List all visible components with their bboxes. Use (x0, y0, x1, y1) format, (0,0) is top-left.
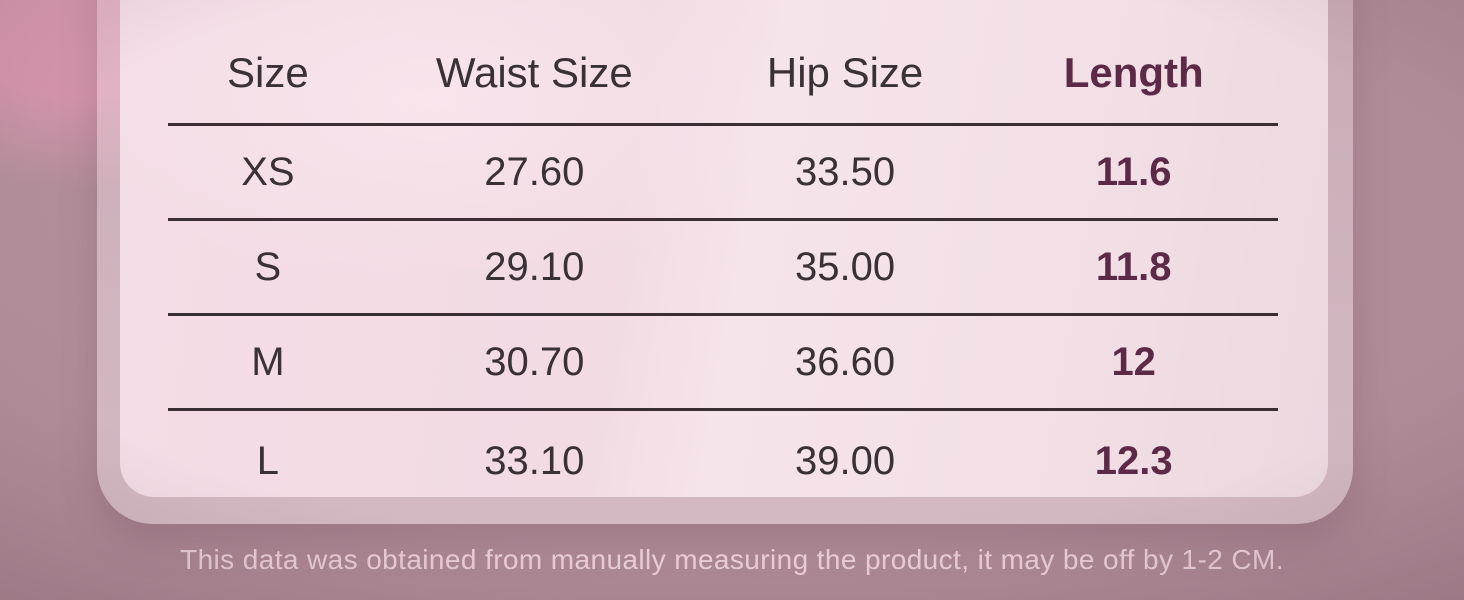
size-chart-table: Size Waist Size Hip Size Length XS 27.60… (168, 0, 1278, 511)
hip-value: 35.00 (795, 244, 896, 289)
measurement-disclaimer: This data was obtained from manually mea… (180, 544, 1284, 575)
waist-value: 30.70 (484, 339, 585, 384)
length-value: 11.6 (1095, 149, 1172, 194)
table-row-m: M 30.70 36.60 12 (168, 316, 1278, 411)
waist-value: 33.10 (484, 438, 585, 483)
hip-value: 39.00 (795, 438, 896, 483)
column-header-size: Size (227, 48, 309, 96)
length-value: 12.3 (1094, 438, 1173, 483)
column-header-waist-size: Waist Size (435, 48, 633, 96)
table-row-s: S 29.10 35.00 11.8 (168, 221, 1278, 316)
length-value: 12 (1111, 339, 1156, 384)
size-value: XS (241, 149, 295, 194)
waist-value: 27.60 (484, 149, 585, 194)
size-value: S (254, 244, 282, 289)
hip-value: 36.60 (795, 339, 896, 384)
column-header-hip-size: Hip Size (766, 48, 924, 96)
table-header-row: Size Waist Size Hip Size Length (168, 0, 1278, 126)
table-row-xs: XS 27.60 33.50 11.6 (168, 126, 1278, 221)
column-header-length: Length (1063, 48, 1204, 96)
size-chart-panel (120, 0, 1328, 497)
length-value: 11.8 (1095, 244, 1172, 289)
table-row-l: L 33.10 39.00 12.3 (168, 411, 1278, 511)
size-value: M (251, 339, 285, 384)
size-value: L (256, 438, 280, 483)
waist-value: 29.10 (484, 244, 585, 289)
hip-value: 33.50 (795, 149, 896, 194)
